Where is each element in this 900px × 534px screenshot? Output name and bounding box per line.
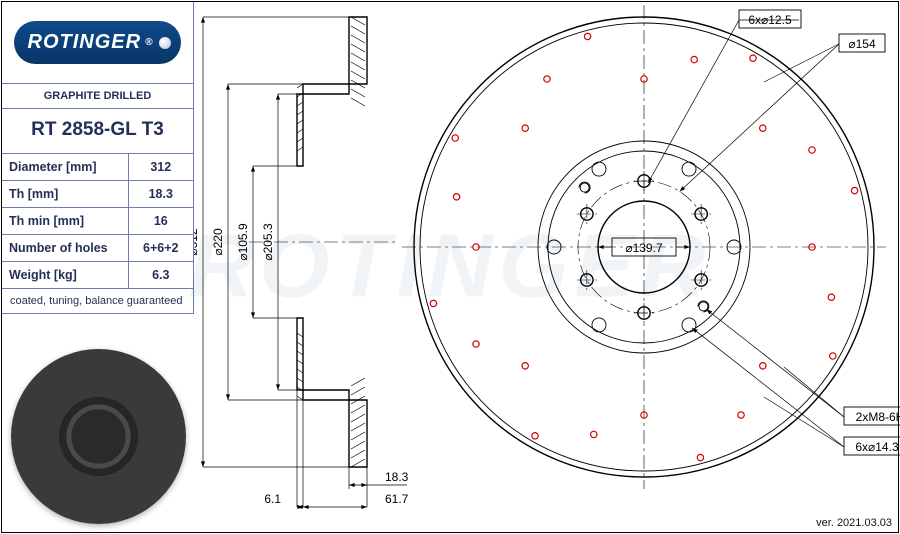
svg-text:⌀139.7: ⌀139.7 bbox=[625, 241, 663, 255]
spec-label: Th min [mm] bbox=[2, 208, 128, 235]
svg-text:⌀154: ⌀154 bbox=[848, 37, 876, 51]
svg-text:6x⌀14.3: 6x⌀14.3 bbox=[855, 440, 899, 454]
spec-label: Weight [kg] bbox=[2, 262, 128, 289]
registered-mark: ® bbox=[145, 37, 153, 48]
spec-note: coated, tuning, balance guaranteed bbox=[2, 289, 193, 314]
spec-value: 18.3 bbox=[128, 181, 193, 208]
brand-logo: ROTINGER® bbox=[14, 21, 182, 64]
svg-text:61.7: 61.7 bbox=[385, 492, 409, 506]
spec-label: Diameter [mm] bbox=[2, 154, 128, 181]
spec-panel: ROTINGER® GRAPHITE DRILLED RT 2858-GL T3… bbox=[2, 2, 194, 314]
svg-text:⌀312: ⌀312 bbox=[194, 228, 200, 256]
spec-value: 16 bbox=[128, 208, 193, 235]
spec-row: Number of holes6+6+2 bbox=[2, 235, 193, 262]
spec-label: Th [mm] bbox=[2, 181, 128, 208]
part-number: RT 2858-GL T3 bbox=[2, 109, 193, 154]
disc-preview-graphic bbox=[11, 349, 186, 524]
svg-text:⌀205.3: ⌀205.3 bbox=[261, 223, 275, 261]
spec-row: Th [mm]18.3 bbox=[2, 181, 193, 208]
logo-dot-icon bbox=[159, 37, 171, 49]
svg-text:6.1: 6.1 bbox=[264, 492, 281, 506]
disc-preview bbox=[2, 341, 194, 531]
svg-text:⌀220: ⌀220 bbox=[211, 228, 225, 256]
spec-table: Diameter [mm]312Th [mm]18.3Th min [mm]16… bbox=[2, 154, 193, 289]
logo-cell: ROTINGER® bbox=[2, 2, 193, 84]
category: GRAPHITE DRILLED bbox=[2, 84, 193, 109]
drawing-svg: ⌀312⌀220⌀105.9⌀205.318.36.161.76x⌀12.5⌀1… bbox=[194, 2, 900, 532]
svg-text:⌀105.9: ⌀105.9 bbox=[236, 223, 250, 261]
spec-value: 6.3 bbox=[128, 262, 193, 289]
spec-row: Diameter [mm]312 bbox=[2, 154, 193, 181]
version-label: ver. 2021.03.03 bbox=[816, 517, 892, 529]
brand-text: ROTINGER bbox=[28, 31, 142, 54]
svg-text:2xM8-6H: 2xM8-6H bbox=[856, 410, 900, 424]
technical-drawing: ⌀312⌀220⌀105.9⌀205.318.36.161.76x⌀12.5⌀1… bbox=[194, 2, 900, 532]
svg-text:18.3: 18.3 bbox=[385, 470, 409, 484]
spec-row: Weight [kg]6.3 bbox=[2, 262, 193, 289]
drawing-frame: ROTINGER ROTINGER® GRAPHITE DRILLED RT 2… bbox=[1, 1, 899, 533]
spec-value: 312 bbox=[128, 154, 193, 181]
spec-value: 6+6+2 bbox=[128, 235, 193, 262]
spec-label: Number of holes bbox=[2, 235, 128, 262]
spec-row: Th min [mm]16 bbox=[2, 208, 193, 235]
